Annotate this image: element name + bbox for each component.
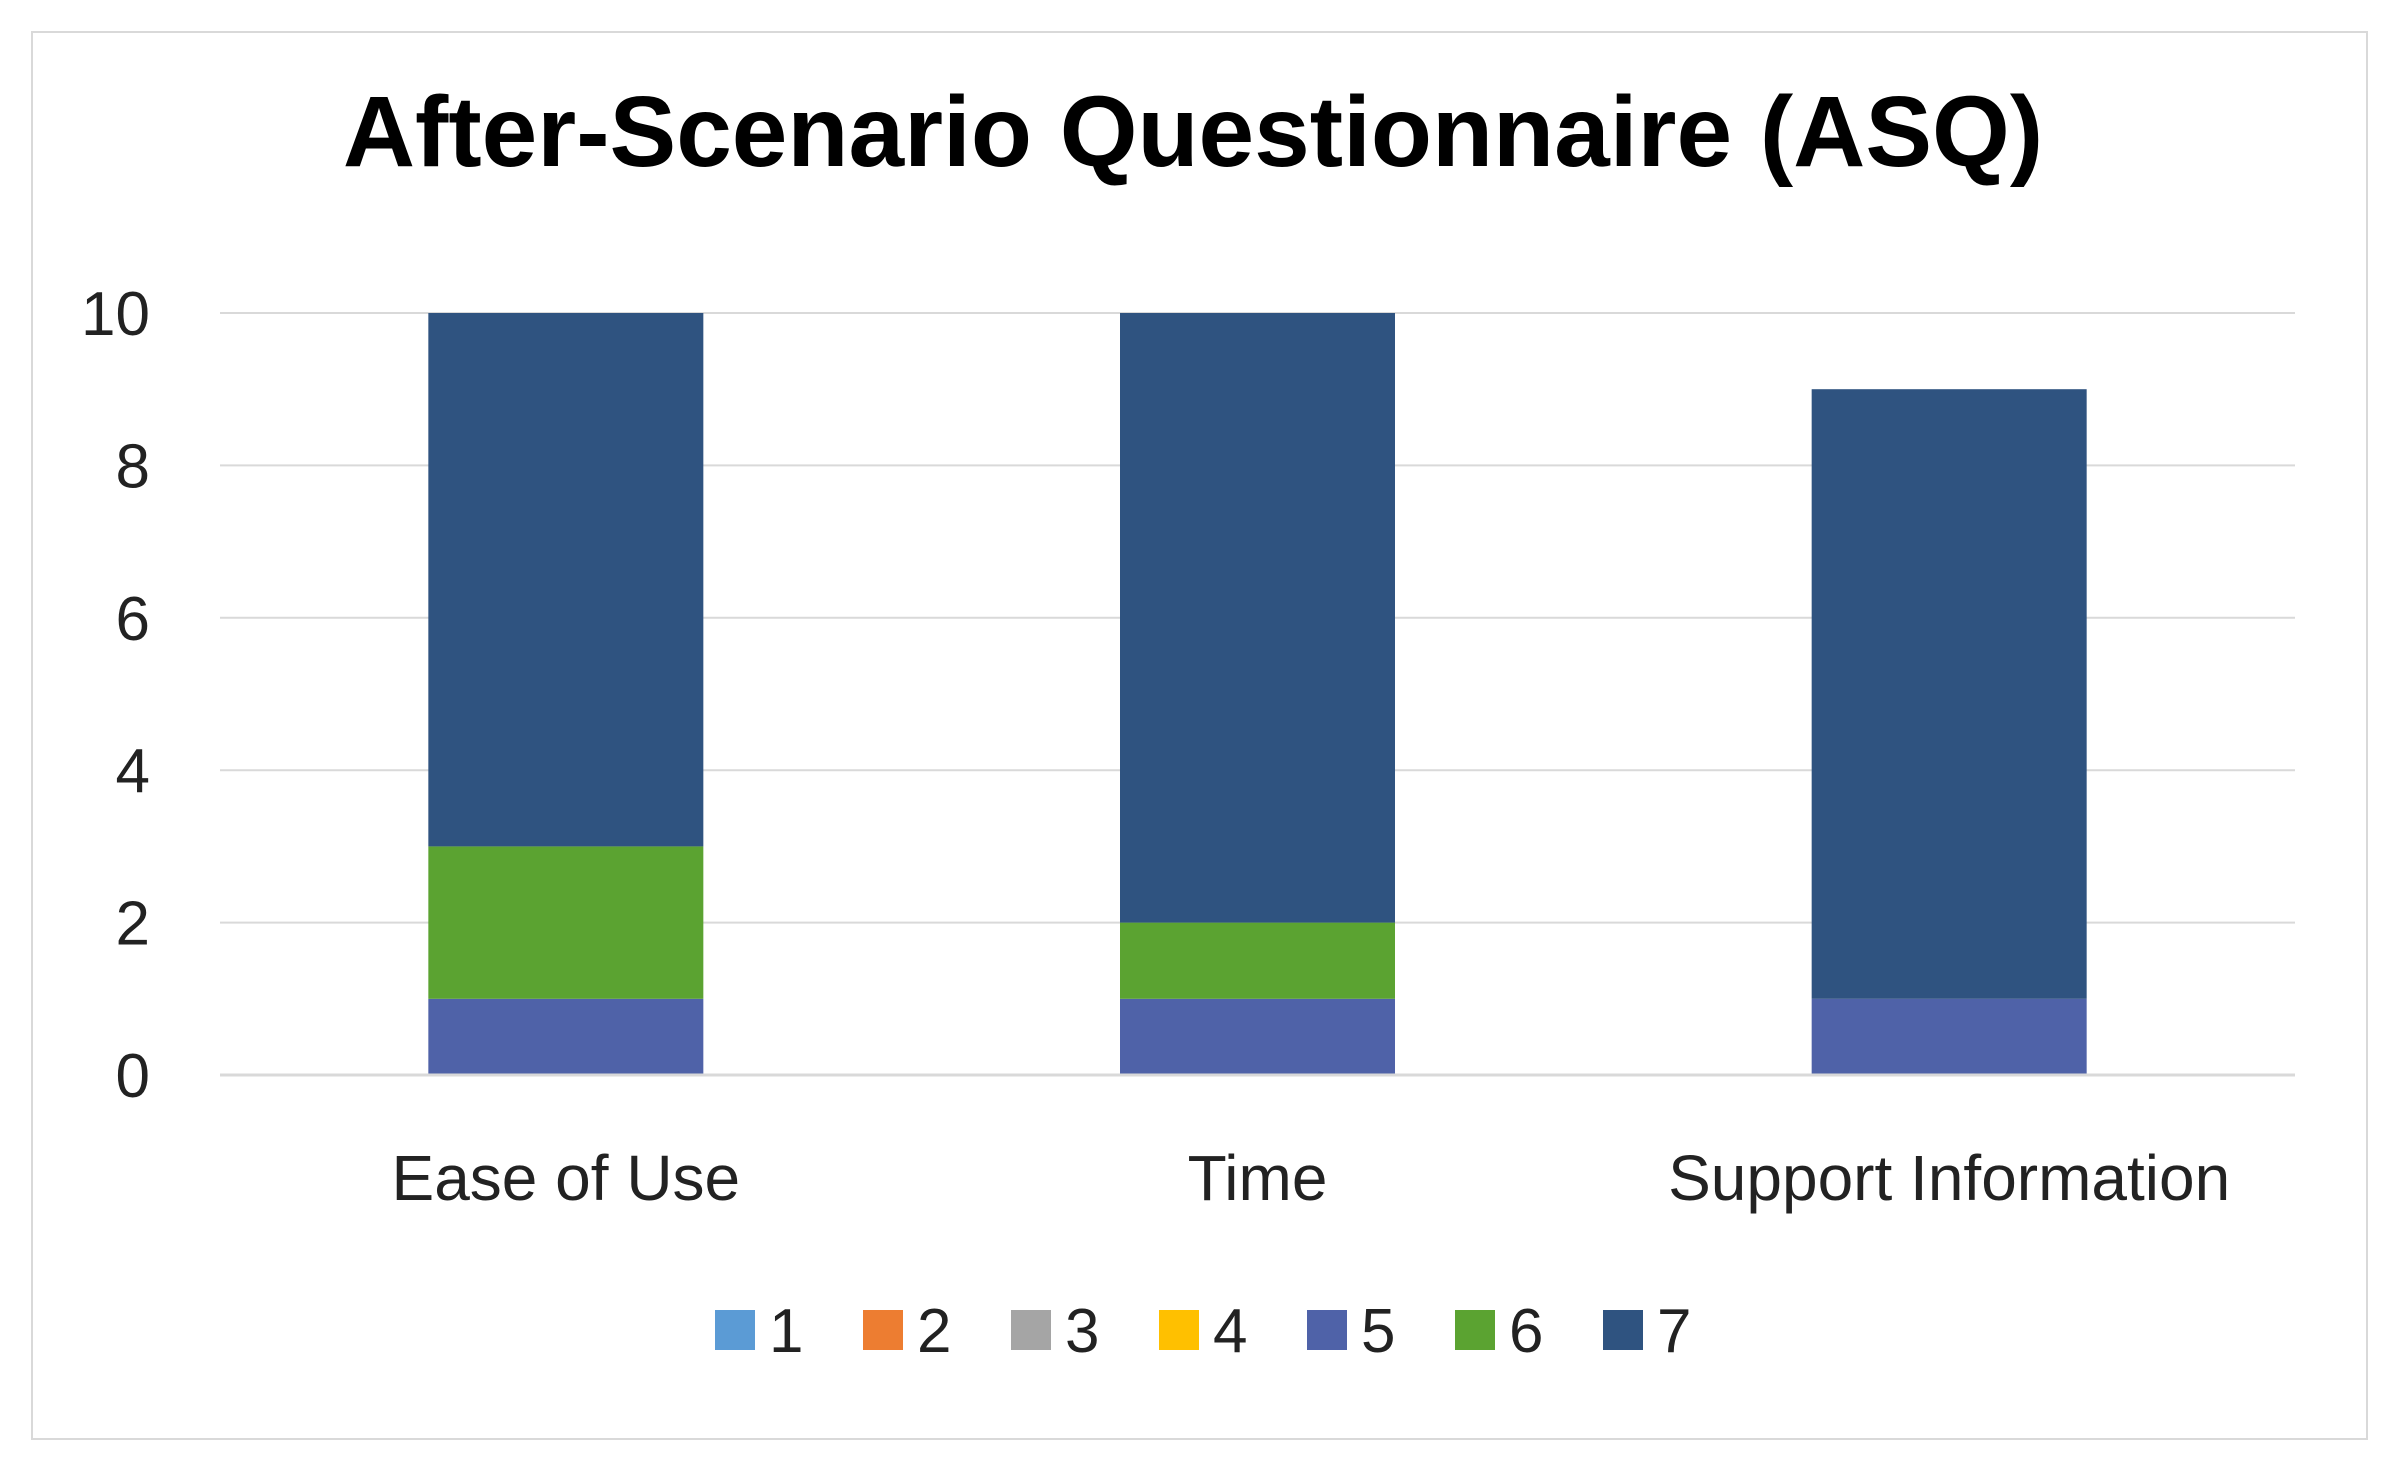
chart-title: After-Scenario Questionnaire (ASQ) <box>342 76 2044 188</box>
category-label: Time <box>1188 1142 1328 1214</box>
legend-item-7: 7 <box>1603 1297 1691 1366</box>
legend-swatch <box>1159 1310 1199 1350</box>
legend-label: 3 <box>1065 1297 1099 1366</box>
legend-item-2: 2 <box>863 1297 951 1366</box>
y-tick-label: 6 <box>116 585 150 654</box>
y-tick-label: 10 <box>81 280 150 349</box>
bar-segment-7 <box>1120 313 1395 923</box>
legend-item-5: 5 <box>1307 1297 1395 1366</box>
legend-label: 6 <box>1509 1297 1543 1366</box>
legend-item-1: 1 <box>715 1297 803 1366</box>
legend-label: 5 <box>1361 1297 1395 1366</box>
category-label: Support Information <box>1668 1142 2230 1214</box>
bar-segment-5 <box>1811 998 2087 1075</box>
legend-item-6: 6 <box>1455 1297 1543 1366</box>
bar-segment-7 <box>1811 389 2087 999</box>
legend-label: 1 <box>769 1297 803 1366</box>
category-label: Ease of Use <box>392 1142 741 1214</box>
bar-segment-5 <box>1120 998 1395 1075</box>
y-axis-ticks: 0 2 4 6 8 10 <box>81 280 150 1111</box>
bar-segment-6 <box>1120 922 1395 999</box>
legend-item-3: 3 <box>1011 1297 1099 1366</box>
legend-label: 4 <box>1213 1297 1247 1366</box>
y-tick-label: 2 <box>116 890 150 959</box>
category-labels: Ease of Use Time Support Information <box>392 1142 2231 1214</box>
legend-item-4: 4 <box>1159 1297 1247 1366</box>
legend-swatch <box>1455 1310 1495 1350</box>
legend-swatch <box>715 1310 755 1350</box>
legend-swatch <box>1603 1310 1643 1350</box>
legend-swatch <box>1307 1310 1347 1350</box>
bar-segment-7 <box>428 313 704 847</box>
legend-swatch <box>1011 1310 1051 1350</box>
bars <box>428 313 2087 1075</box>
y-tick-label: 0 <box>116 1042 150 1111</box>
y-tick-label: 4 <box>116 737 150 806</box>
bar-segment-5 <box>428 998 704 1075</box>
legend-label: 2 <box>917 1297 951 1366</box>
legend-swatch <box>863 1310 903 1350</box>
legend: 1 2 3 4 5 6 7 <box>715 1297 1691 1366</box>
bar-segment-6 <box>428 846 704 999</box>
legend-label: 7 <box>1657 1297 1691 1366</box>
y-tick-label: 8 <box>116 432 150 501</box>
